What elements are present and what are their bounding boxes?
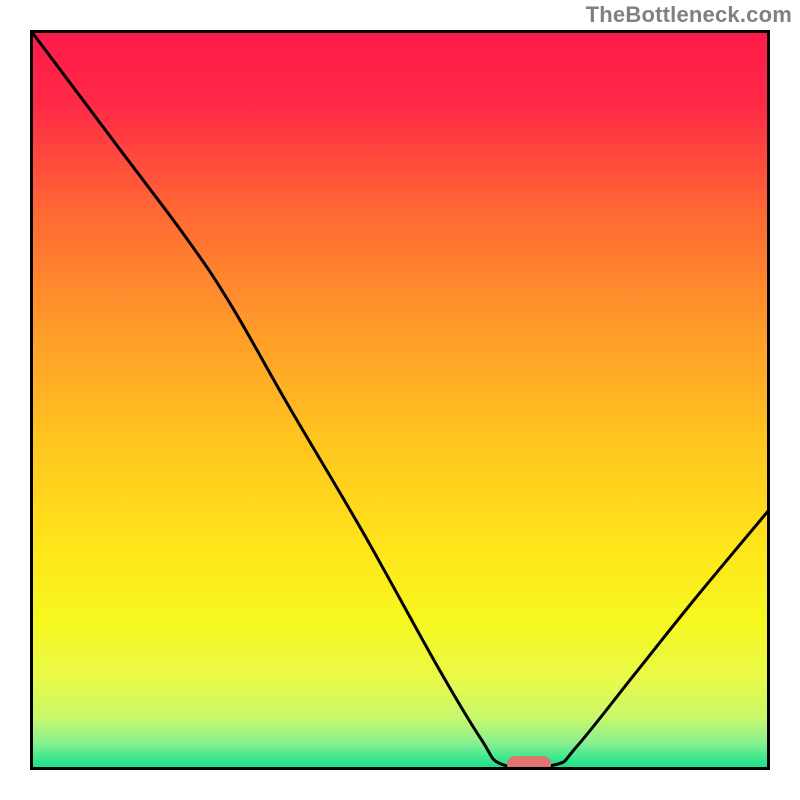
gradient-background [32, 32, 769, 769]
watermark-text: TheBottleneck.com [586, 2, 792, 28]
plot-area [30, 30, 770, 770]
bottleneck-chart: TheBottleneck.com [0, 0, 800, 800]
chart-svg [30, 30, 770, 770]
